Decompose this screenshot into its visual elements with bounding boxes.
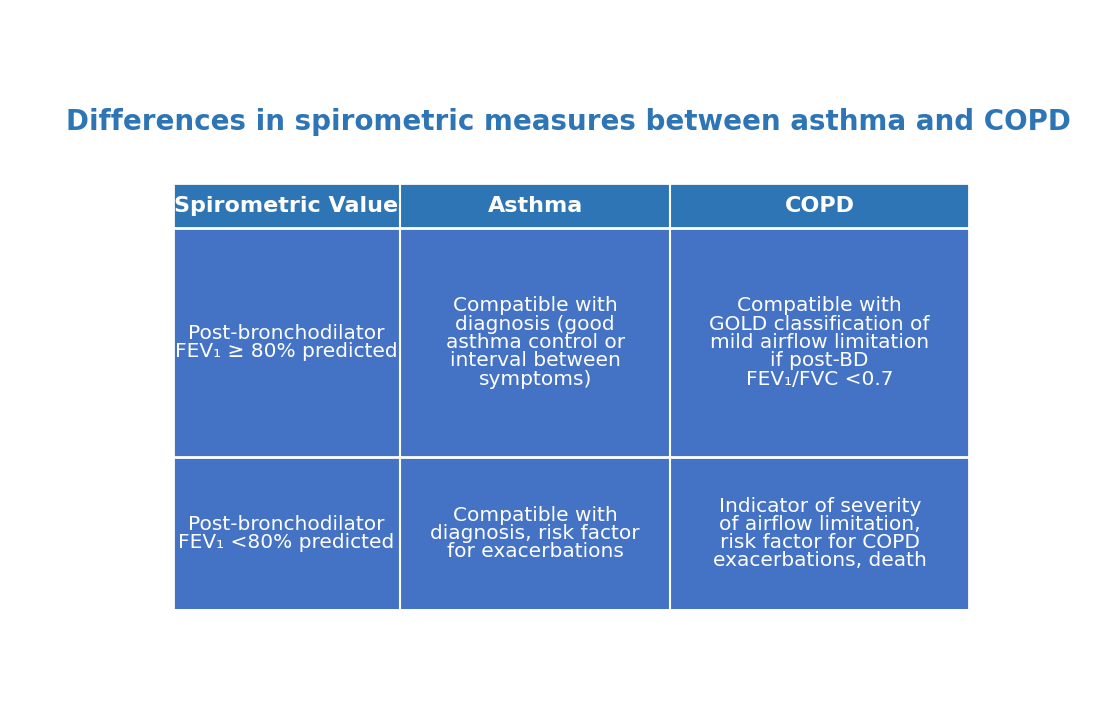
Text: for exacerbations: for exacerbations [447, 542, 624, 562]
Text: GOLD classification of: GOLD classification of [709, 315, 930, 333]
Text: asthma control or: asthma control or [445, 333, 625, 352]
Text: exacerbations, death: exacerbations, death [713, 552, 927, 570]
Text: FEV₁/FVC <0.7: FEV₁/FVC <0.7 [746, 369, 894, 389]
Text: FEV₁ ≥ 80% predicted: FEV₁ ≥ 80% predicted [175, 342, 397, 361]
Text: Compatible with: Compatible with [737, 297, 902, 315]
Text: Differences in spirometric measures between asthma and COPD: Differences in spirometric measures betw… [67, 109, 1071, 136]
Text: Asthma: Asthma [487, 196, 583, 216]
Text: Post-bronchodilator: Post-bronchodilator [189, 324, 385, 343]
Text: Spirometric Value: Spirometric Value [174, 196, 398, 216]
FancyBboxPatch shape [173, 228, 969, 456]
Text: Compatible with: Compatible with [453, 297, 617, 315]
Text: interval between: interval between [450, 351, 620, 370]
Text: COPD: COPD [785, 196, 855, 216]
Text: diagnosis (good: diagnosis (good [455, 315, 615, 333]
Text: if post-BD: if post-BD [770, 351, 869, 370]
Text: symptoms): symptoms) [478, 369, 592, 389]
FancyBboxPatch shape [173, 184, 969, 228]
Text: Post-bronchodilator: Post-bronchodilator [189, 515, 385, 534]
Text: risk factor for COPD: risk factor for COPD [719, 533, 920, 552]
Text: mild airflow limitation: mild airflow limitation [710, 333, 929, 352]
Text: of airflow limitation,: of airflow limitation, [719, 515, 920, 534]
Text: diagnosis, risk factor: diagnosis, risk factor [431, 524, 640, 543]
Text: FEV₁ <80% predicted: FEV₁ <80% predicted [179, 533, 395, 552]
FancyBboxPatch shape [173, 456, 969, 611]
Text: Indicator of severity: Indicator of severity [718, 497, 921, 516]
Text: Compatible with: Compatible with [453, 505, 617, 525]
